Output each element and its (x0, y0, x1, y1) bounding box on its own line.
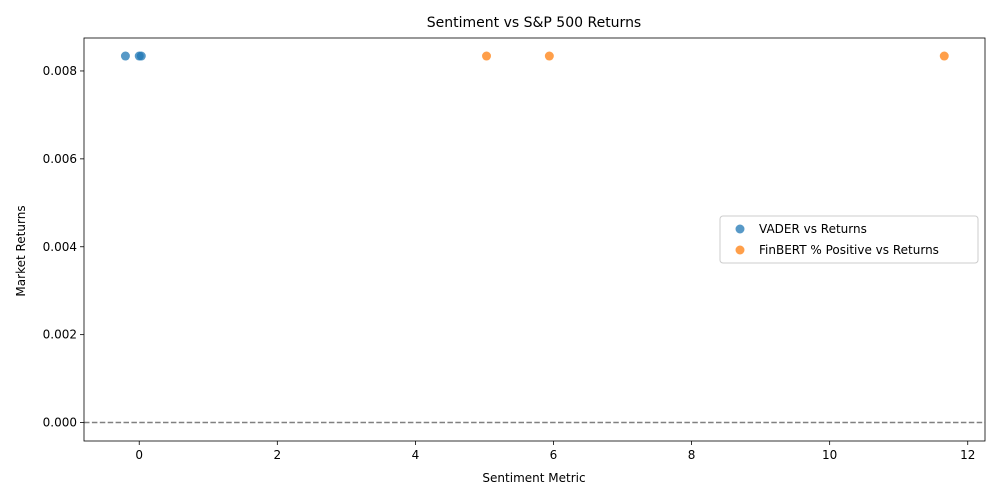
x-tick-label: 8 (688, 448, 696, 462)
x-tick-label: 6 (550, 448, 558, 462)
y-tick-label: 0.004 (43, 240, 77, 254)
x-tick-label: 4 (412, 448, 420, 462)
x-tick-label: 10 (822, 448, 837, 462)
point-finbert-2 (939, 51, 949, 61)
legend-box (719, 215, 979, 264)
plot-area: 0 2 4 6 8 10 12 0.000 0.002 0.004 0.006 0.008 (43, 37, 986, 462)
y-tick-label: 0.008 (43, 64, 77, 78)
x-tick-label: 0 (135, 448, 143, 462)
y-axis-title: Market Returns (14, 205, 28, 296)
y-tick-label: 0.006 (43, 152, 77, 166)
x-tick-label: 2 (273, 448, 281, 462)
legend-label-vader: VADER vs Returns (759, 222, 867, 236)
x-axis-title: Sentiment Metric (482, 471, 585, 485)
point-finbert-1 (544, 51, 554, 61)
y-tick-label: 0.000 (43, 416, 77, 430)
x-tick-label: 12 (960, 448, 975, 462)
point-vader-2 (136, 51, 146, 61)
chart-title: Sentiment vs S&P 500 Returns (427, 15, 641, 31)
legend-marker-finbert (735, 245, 745, 255)
point-finbert-0 (482, 51, 492, 61)
legend-label-finbert: FinBERT % Positive vs Returns (759, 243, 939, 257)
point-vader-0 (120, 51, 130, 61)
legend: VADER vs Returns FinBERT % Positive vs Re… (719, 215, 979, 264)
axes-frame (83, 37, 986, 442)
legend-marker-vader (735, 224, 745, 234)
y-tick-label: 0.002 (43, 328, 77, 342)
